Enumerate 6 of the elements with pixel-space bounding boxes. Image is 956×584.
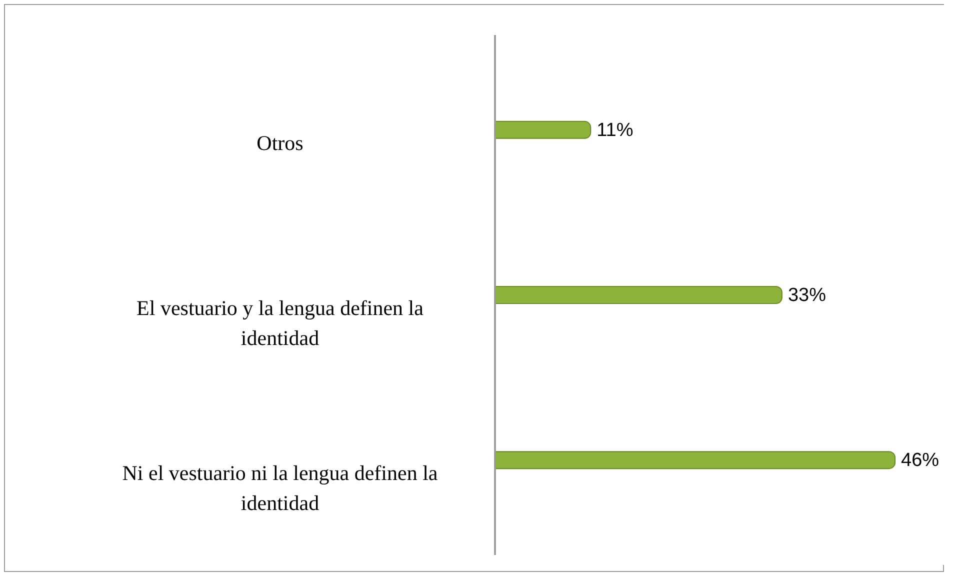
data-label: 33% [788,285,826,306]
y-tick-label: Ni el vestuario ni la lengua definen la identidad [122,461,438,516]
data-label: 11% [596,120,634,141]
y-tick-label: Otros [256,130,304,155]
data-label: 46% [901,450,940,472]
y-tick-label: El vestuario y la lengua definen la identidad [136,296,424,350]
